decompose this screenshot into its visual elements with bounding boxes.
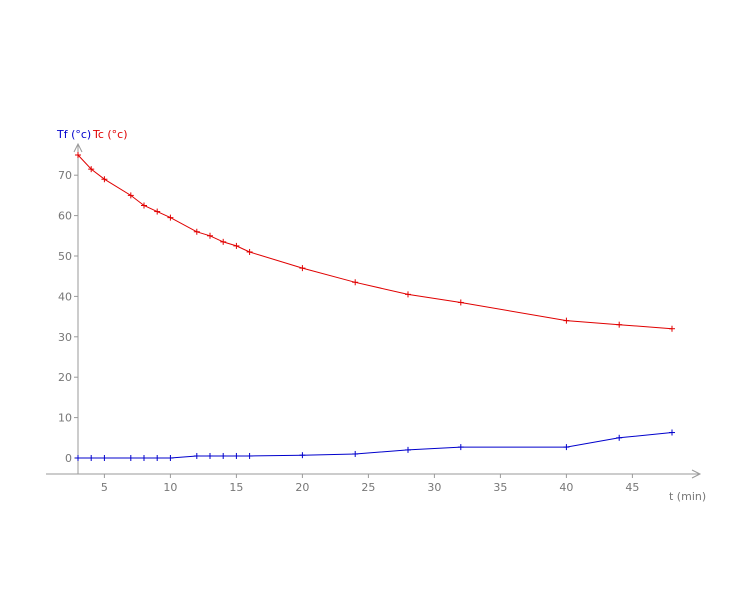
x-tick-label: 10 <box>163 481 177 494</box>
x-tick-label: 25 <box>361 481 375 494</box>
x-axis-arrow <box>691 469 702 479</box>
series-line-0 <box>78 432 673 459</box>
x-tick-label: 20 <box>295 481 309 494</box>
series-point-0 <box>669 429 675 436</box>
series-point-1 <box>669 325 675 332</box>
series-point-1 <box>101 176 108 183</box>
y-tick-label: 50 <box>58 250 72 263</box>
series-point-0 <box>352 450 359 457</box>
series-point-1 <box>233 242 240 249</box>
series-point-0 <box>405 446 411 453</box>
x-tick-label: 15 <box>229 481 243 494</box>
x-tick-label: 35 <box>493 481 507 494</box>
series-point-1 <box>88 166 95 173</box>
series-point-1 <box>563 317 570 324</box>
y-tick-label: 10 <box>58 412 72 425</box>
series-point-1 <box>246 248 253 255</box>
series-point-0 <box>220 452 227 459</box>
x-tick-label: 30 <box>427 481 441 494</box>
series-point-0 <box>207 452 213 459</box>
legend-tc: Tc (°c) <box>92 128 128 141</box>
series-point-0 <box>233 452 240 459</box>
y-axis-arrow <box>73 142 83 153</box>
series-point-1 <box>457 299 464 306</box>
series-point-0 <box>563 444 570 451</box>
series-point-1 <box>299 265 306 272</box>
series-point-1 <box>75 152 81 158</box>
series-point-1 <box>220 238 227 245</box>
series-point-1 <box>127 192 134 199</box>
series-point-0 <box>141 455 147 461</box>
legend-tf: Tf (°c) <box>56 128 91 141</box>
x-axis-label: t (min) <box>669 490 706 503</box>
y-tick-label: 30 <box>58 331 72 344</box>
y-tick-label: 20 <box>58 371 72 384</box>
series-point-0 <box>616 434 623 441</box>
series-point-0 <box>127 455 134 461</box>
axes <box>46 142 702 479</box>
x-tick-label: 40 <box>559 481 573 494</box>
series-point-0 <box>167 455 174 461</box>
series-point-0 <box>75 455 81 461</box>
series-point-0 <box>457 444 464 451</box>
series-point-0 <box>193 452 200 459</box>
series-point-0 <box>101 455 108 461</box>
series-point-0 <box>154 455 161 461</box>
series-point-1 <box>207 232 213 239</box>
series-point-1 <box>154 208 161 215</box>
series-point-1 <box>405 291 411 298</box>
series-line-1 <box>77 154 673 330</box>
series-point-0 <box>299 452 306 459</box>
chart-labels: Tf (°c) Tc (°c) t (min) <box>56 128 706 503</box>
y-tick-label: 70 <box>58 169 72 182</box>
series-point-1 <box>141 202 147 209</box>
y-tick-label: 60 <box>58 210 72 223</box>
series-point-1 <box>167 214 174 221</box>
series-point-1 <box>616 321 623 328</box>
y-tick-label: 0 <box>65 452 72 465</box>
series-point-1 <box>352 279 359 286</box>
series-point-0 <box>88 455 95 461</box>
x-tick-label: 5 <box>101 481 108 494</box>
series-point-1 <box>193 228 200 235</box>
series-markers <box>75 152 675 461</box>
x-tick-label: 45 <box>625 481 639 494</box>
series-point-0 <box>246 452 253 459</box>
series-lines <box>77 154 673 459</box>
y-tick-label: 40 <box>58 290 72 303</box>
axis-ticks: 5 10 15 20 25 30 35 40 45 0 10 20 30 40 50 60 70 <box>58 169 639 494</box>
